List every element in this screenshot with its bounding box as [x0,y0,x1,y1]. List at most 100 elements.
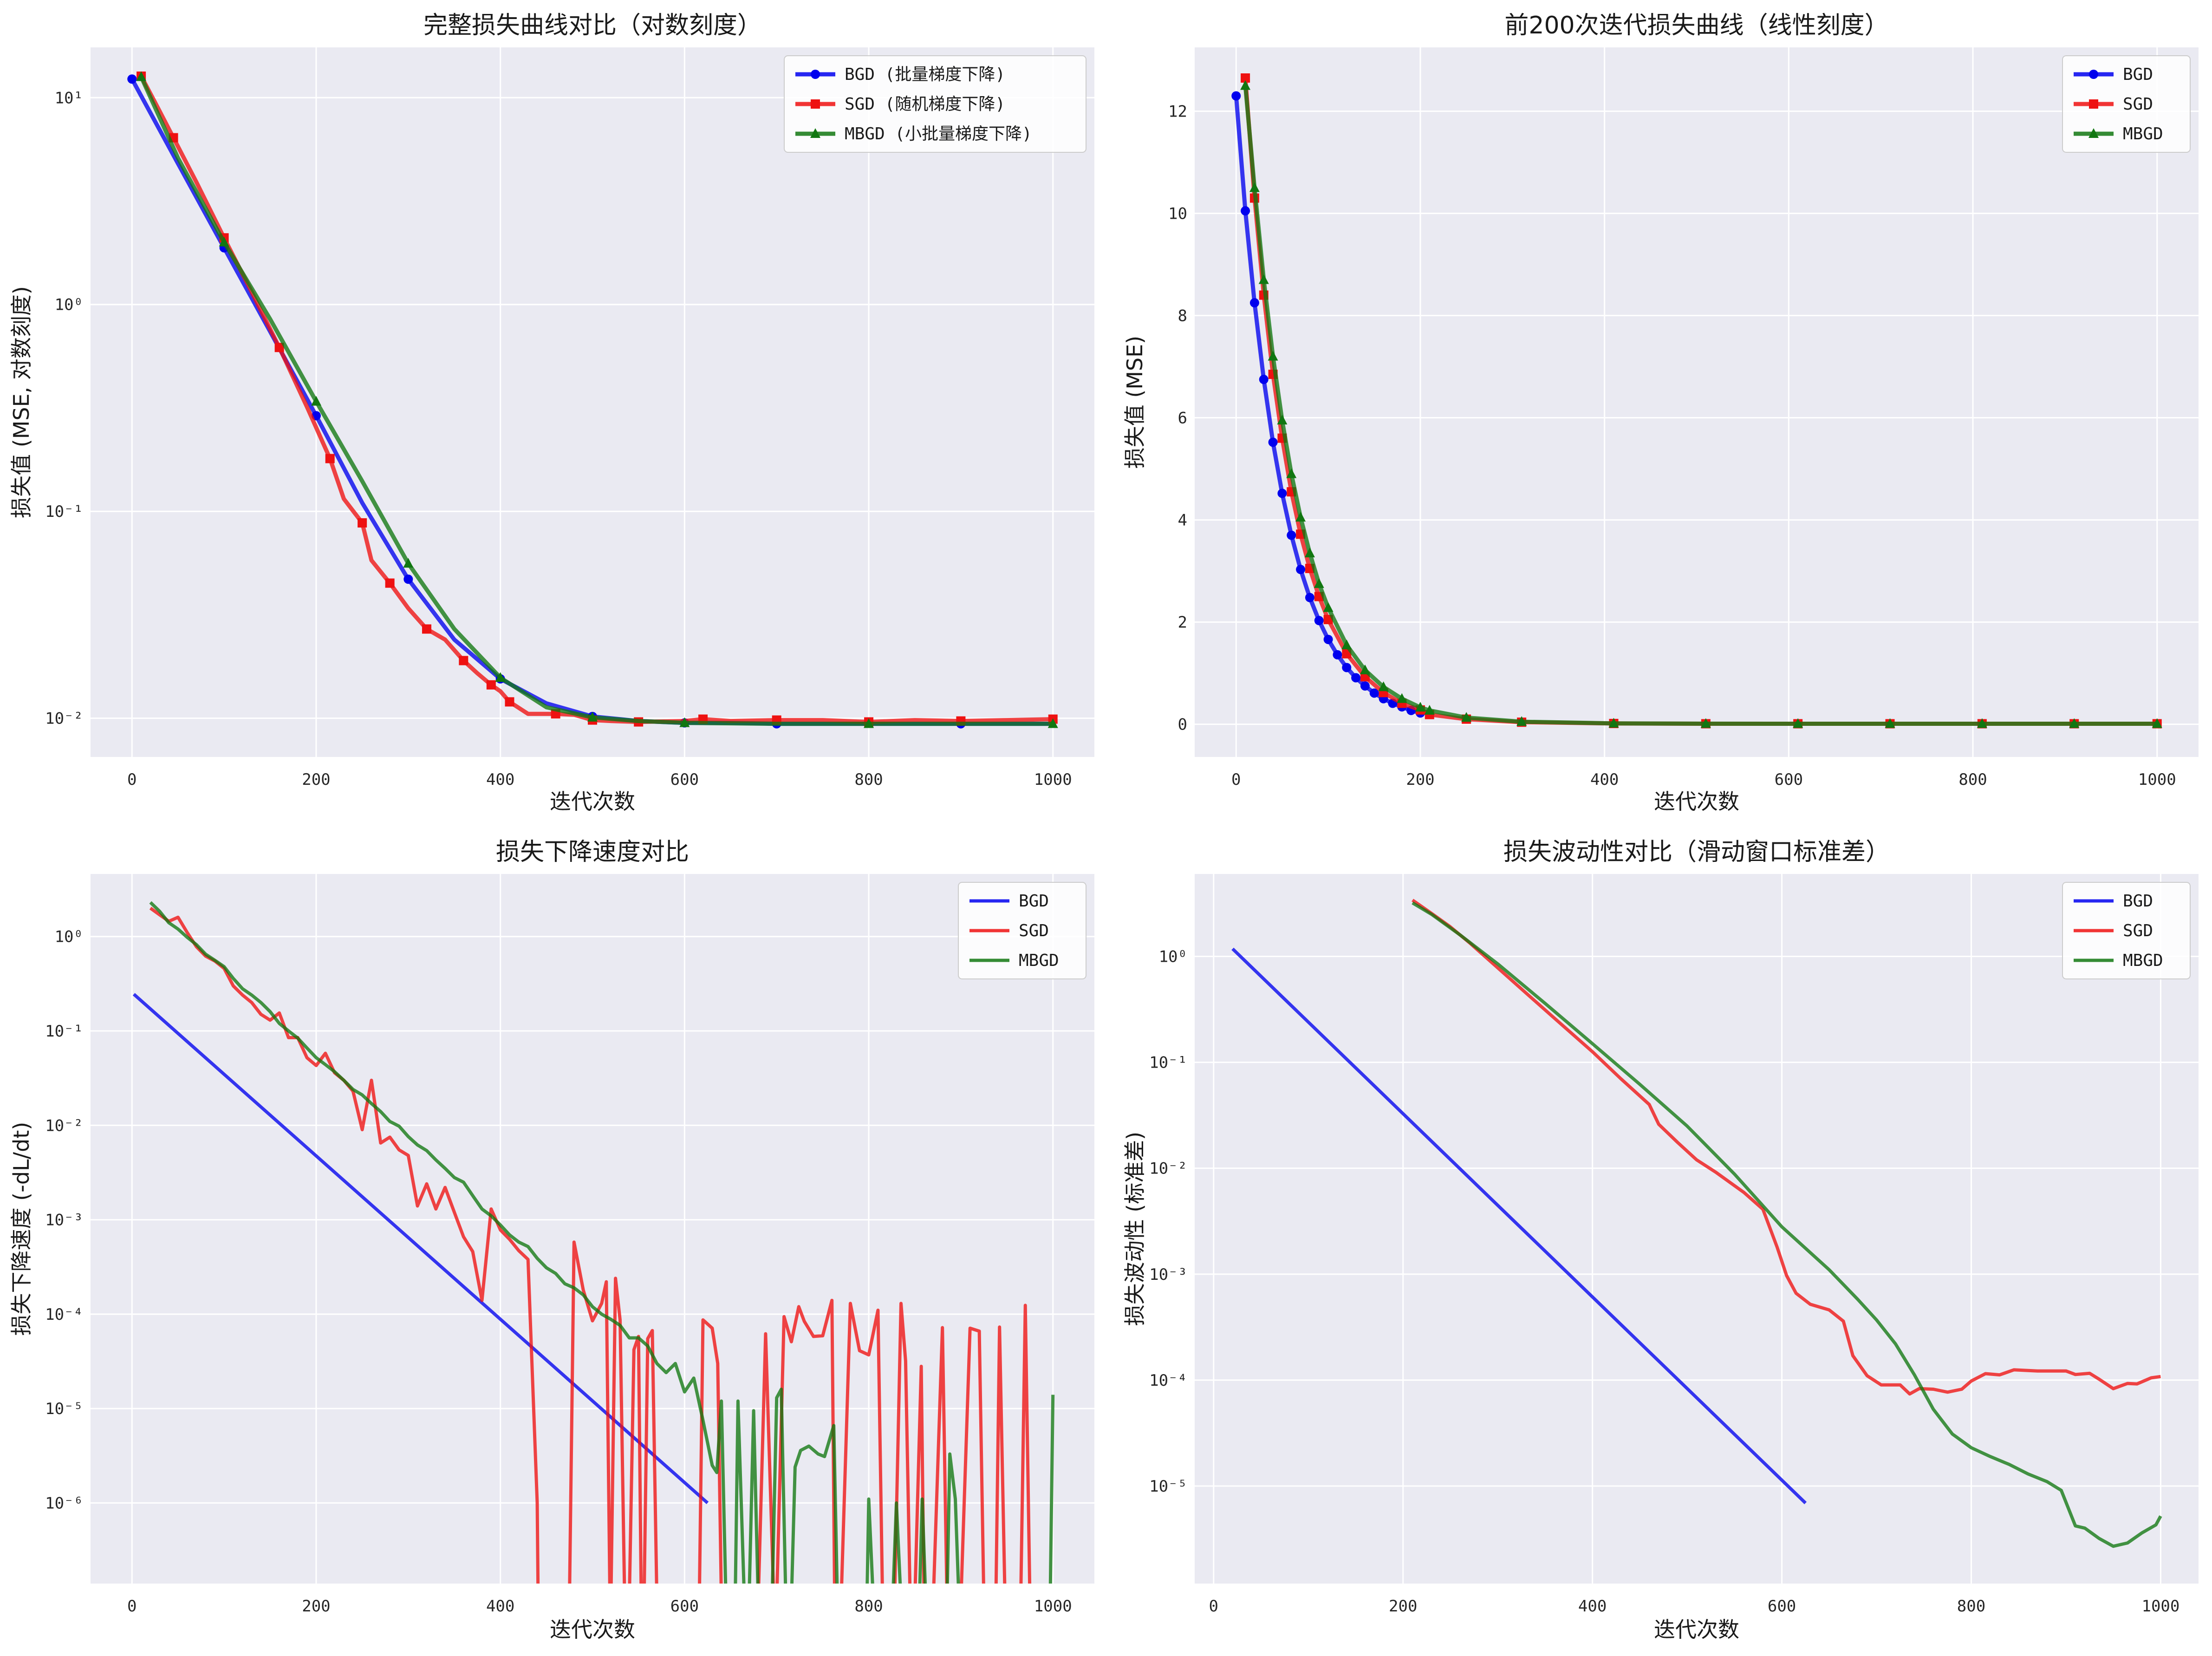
chart-title: 损失下降速度对比 [496,838,689,866]
x-tick-label: 400 [486,770,514,789]
y-tick-label: 10⁻³ [45,1211,83,1230]
data-point-mbgd [1314,578,1324,588]
x-tick-label: 400 [486,1597,514,1616]
data-point-mbgd [2152,718,2162,728]
y-tick-label: 10⁻⁵ [45,1400,83,1418]
y-tick-label: 10⁻³ [1149,1265,1187,1284]
x-tick-label: 600 [670,770,699,789]
legend-marker-mbgd [2088,128,2099,138]
y-tick-label: 2 [1178,613,1187,632]
y-tick-label: 10⁻⁴ [45,1305,83,1324]
legend-box [2062,882,2191,979]
data-point-bgd [1351,673,1361,683]
y-tick-label: 10 [1168,205,1187,223]
series-line-bgd [1231,947,1807,1505]
data-point-mbgd [1249,182,1260,192]
legend-marker-mbgd [810,128,820,138]
x-axis-label: 迭代次数 [1654,1617,1739,1642]
x-tick-label: 600 [1775,770,1803,789]
chart-title: 前200次迭代损失曲线（线性刻度） [1504,12,1888,39]
data-point-bgd [1360,681,1370,691]
x-tick-label: 800 [1958,770,1987,789]
y-tick-label: 10⁻² [45,1116,83,1135]
x-axis-label: 迭代次数 [550,789,635,814]
legend: BGD SGD MBGD [2062,882,2191,979]
data-point-mbgd [1258,274,1269,284]
x-tick-label: 200 [1406,770,1434,789]
chart-title: 完整损失曲线对比（对数刻度） [423,12,761,39]
legend-label-sgd: SGD (随机梯度下降) [845,95,1005,114]
data-point-sgd [505,697,514,707]
legend-label-mbgd: MBGD (小批量梯度下降) [845,124,1032,143]
x-tick-label: 800 [854,770,883,789]
x-tick-label: 200 [1389,1597,1417,1616]
data-point-mbgd [1286,468,1297,478]
legend-marker-bgd [811,70,820,79]
data-point-sgd [1323,615,1333,625]
legend-label-mbgd: MBGD [2123,124,2163,143]
data-point-sgd [385,578,395,588]
data-point-mbgd [2069,718,2080,728]
data-point-bgd [1268,437,1278,447]
series-layer [127,71,1058,729]
y-tick-label: 0 [1178,716,1187,734]
y-tick-label: 10⁻¹ [45,1022,83,1041]
data-point-mbgd [219,236,229,247]
x-tick-label: 1000 [1034,770,1072,789]
data-point-sgd [459,656,468,665]
data-point-bgd [403,574,413,584]
y-tick-label: 10⁰ [1159,947,1187,966]
y-axis-label: 损失值 (MSE, 对数刻度) [9,286,34,518]
data-point-mbgd [1295,512,1306,522]
data-point-mbgd [1885,718,1895,728]
y-tick-label: 10⁻⁵ [1149,1477,1187,1496]
plot-area [1195,874,2199,1584]
data-point-mbgd [1277,415,1288,425]
chart-panel-descent-speed: 损失下降速度对比 迭代次数 损失下降速度 (-dL/dt) 0 200 400 600… [9,838,1094,1642]
data-point-mbgd [1977,718,1987,728]
y-tick-label: 10¹ [55,89,83,107]
data-point-mbgd [1360,664,1370,674]
data-point-bgd [127,74,137,84]
data-point-sgd [1241,73,1250,83]
y-tick-label: 12 [1168,103,1187,121]
data-point-sgd [274,343,284,352]
legend: BGD SGD MBGD [958,882,1086,979]
data-point-mbgd [1323,602,1334,612]
data-point-mbgd [1240,80,1251,90]
series-layer [132,901,1055,1584]
data-point-mbgd [1793,718,1803,728]
chart-panel-full-loss-log: 完整损失曲线对比（对数刻度） 迭代次数 损失值 (MSE, 对数刻度) 0 200… [9,12,1094,814]
y-tick-label: 6 [1178,409,1187,428]
legend-marker-sgd [2089,99,2098,109]
data-point-bgd [1333,650,1342,659]
y-tick-label: 4 [1178,511,1187,530]
data-point-bgd [1342,663,1352,672]
plot-area [91,874,1094,1584]
plot-area [91,47,1094,757]
data-point-mbgd [1461,712,1472,722]
chart-panel-volatility: 损失波动性对比（滑动窗口标准差） 迭代次数 损失波动性 (标准差) 0 200 40… [1122,838,2199,1642]
y-tick-label: 10⁻⁶ [45,1494,83,1513]
x-axis-label: 迭代次数 [550,1617,635,1642]
legend-box [2062,55,2191,153]
data-point-bgd [1296,565,1306,574]
data-point-mbgd [1415,702,1425,712]
data-point-mbgd [1378,681,1389,691]
legend-label-bgd: BGD [1019,892,1049,911]
y-tick-label: 10⁻¹ [45,502,83,521]
data-point-mbgd [311,396,321,406]
x-tick-label: 0 [127,1597,137,1616]
data-point-bgd [1277,489,1287,498]
chart-panel-first-200-linear: 前200次迭代损失曲线（线性刻度） 迭代次数 损失值 (MSE) 0 200 400… [1122,12,2199,814]
x-tick-label: 600 [670,1597,699,1616]
series-line-mbgd [1412,901,2162,1548]
legend-marker-sgd [811,99,820,109]
x-tick-label: 1000 [1034,1597,1072,1616]
data-point-mbgd [587,711,598,722]
data-point-mbgd [1608,717,1619,728]
chart-title: 损失波动性对比（滑动窗口标准差） [1503,838,1890,866]
legend: BGD (批量梯度下降) SGD (随机梯度下降) MBGD (小批量梯度下降) [784,55,1086,153]
y-tick-label: 10⁰ [55,928,83,946]
